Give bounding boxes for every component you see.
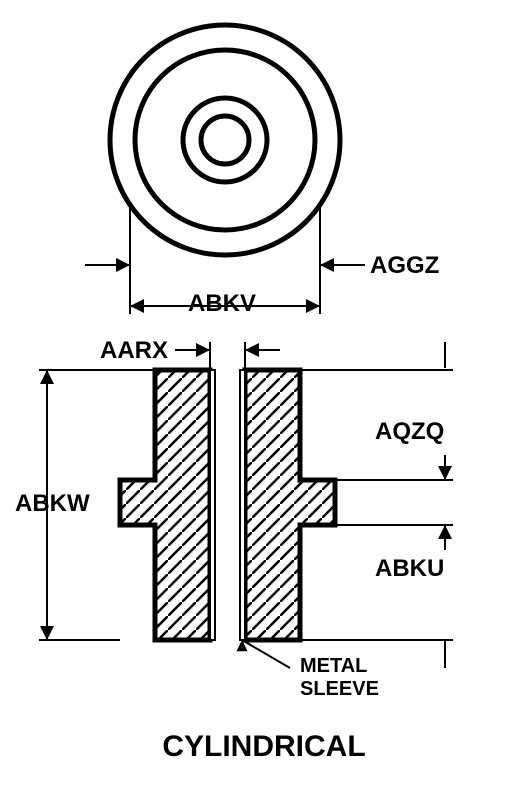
label-abkw: ABKW — [15, 490, 90, 518]
label-aqzq: AQZQ — [375, 418, 444, 446]
label-metal-line1: METAL — [300, 655, 367, 678]
diagram-container: AGGZ ABKV AARX AQZQ ABKW ABKU METAL SLEE… — [0, 0, 528, 790]
label-aggz: AGGZ — [370, 252, 439, 280]
label-metal-line2: SLEEVE — [300, 678, 379, 701]
label-aarx: AARX — [100, 337, 168, 365]
label-abku: ABKU — [375, 555, 444, 583]
technical-drawing — [0, 0, 528, 790]
diagram-title: CYLINDRICAL — [0, 730, 528, 764]
label-abkv: ABKV — [188, 290, 256, 318]
